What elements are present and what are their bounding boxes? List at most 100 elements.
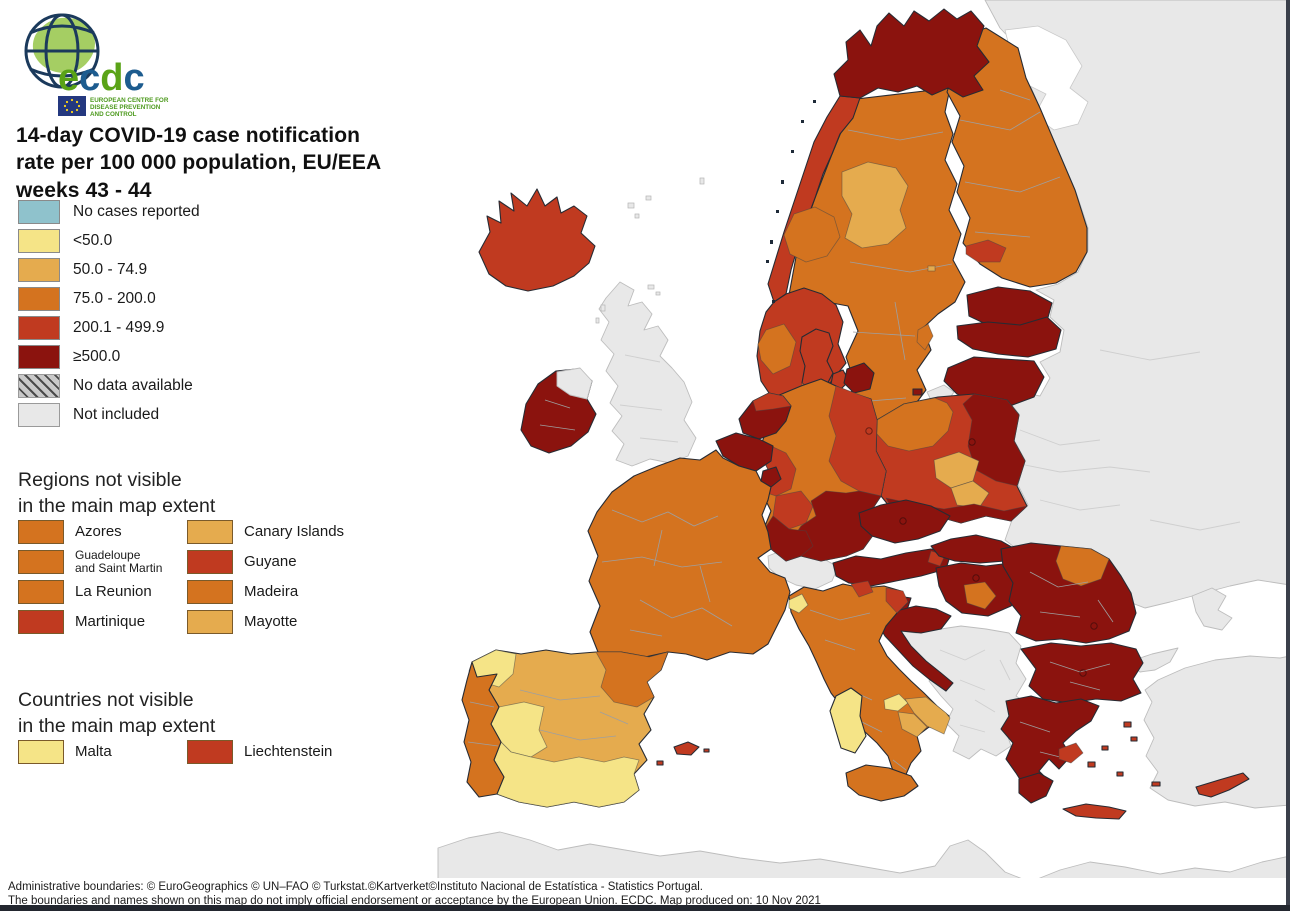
region-swatch: [18, 740, 64, 764]
footer-disclaimer: The boundaries and names shown on this m…: [8, 895, 821, 907]
map-region-aegean-islands: [1087, 721, 1161, 787]
map-region-bulgaria: [1020, 642, 1144, 704]
city-ring-marker: [972, 574, 980, 582]
island-speck: [791, 150, 794, 153]
map-region-uk: [598, 281, 697, 467]
legend-swatch: [18, 287, 60, 311]
map-shape: [1130, 736, 1138, 742]
map-shape: [645, 195, 652, 201]
map-region-france: [587, 449, 791, 661]
title-line3: weeks 43 - 44: [16, 178, 152, 202]
region-swatch: [187, 610, 233, 634]
region-boundary-line: [539, 399, 576, 431]
map-region-sardinia: [829, 687, 867, 754]
legend-item: 50.0 - 74.9: [18, 258, 200, 282]
legend-swatch: [18, 200, 60, 224]
map-region-puglia: [904, 696, 951, 735]
legend-item: <50.0: [18, 229, 200, 253]
map-shape: [1123, 721, 1132, 728]
legend: No cases reported <50.0 50.0 - 74.9 75.0 - …: [18, 200, 200, 432]
map-region-poland-center-b: [950, 480, 990, 509]
region-boundary-line: [1029, 571, 1114, 623]
legend-swatch: [18, 403, 60, 427]
region-swatch-label: Malta: [75, 743, 112, 761]
legend-item: No data available: [18, 374, 200, 398]
map-shape: [600, 304, 606, 312]
map-region-norway-finnmark: [833, 8, 990, 99]
map-region-finland: [946, 27, 1088, 288]
eu-flag-icon: [58, 96, 86, 116]
legend-label: <50.0: [73, 232, 113, 249]
map-shape: [703, 748, 710, 753]
title-line2: rate per 100 000 population, EU/EEA: [16, 151, 382, 175]
legend-item: No cases reported: [18, 200, 200, 224]
region-swatch: [18, 550, 64, 574]
map-shape: [634, 213, 640, 219]
map-region-greece: [1000, 695, 1100, 797]
island-speck: [766, 260, 769, 263]
legend-label: ≥500.0: [73, 348, 121, 365]
region-boundary-line: [959, 89, 1061, 238]
globe-icon: [24, 13, 100, 89]
legend-label: No cases reported: [73, 203, 200, 220]
legend-label: 50.0 - 74.9: [73, 261, 148, 278]
regions-section-heading: Regions not visible in the main map exte…: [18, 469, 216, 517]
island-speck: [776, 210, 779, 213]
map-shape: [1101, 745, 1109, 751]
island-speck: [770, 240, 773, 244]
city-ring-marker: [865, 427, 873, 435]
map-region-cyprus: [1195, 772, 1250, 798]
map-shape: [1151, 781, 1161, 787]
map-region-northern-ireland: [556, 367, 593, 400]
region-swatch-label: Mayotte: [244, 613, 298, 631]
map-region-south-tyrol: [850, 580, 874, 598]
map-region-finland-south: [965, 239, 1007, 263]
footer-band: [0, 878, 1290, 905]
map-region-gotland: [916, 323, 934, 351]
map-region-molise: [883, 693, 909, 712]
map-region-netherlands-north: [752, 392, 792, 412]
legend-swatch: [18, 316, 60, 340]
map-region-poland-northwest: [875, 397, 954, 452]
countries-section-heading: Countries not visible in the main map ex…: [18, 689, 216, 737]
map-region-balearics: [656, 741, 710, 766]
map-shape: [673, 741, 700, 756]
map-region-aland: [927, 265, 936, 272]
region-boundary-line: [1009, 349, 1241, 531]
region-boundary-line: [601, 509, 733, 637]
legend-item: 200.1 - 499.9: [18, 316, 200, 340]
map-shape: [627, 202, 635, 209]
island-speck: [772, 300, 775, 303]
region-swatch-label: Guyane: [244, 553, 297, 571]
city-ring-marker: [1090, 622, 1098, 630]
map-region-peloponnese: [1018, 772, 1054, 804]
region-swatch-label: La Reunion: [75, 583, 152, 601]
region-boundary-line: [1019, 721, 1061, 758]
footer-attribution: Administrative boundaries: © EuroGeograp…: [8, 881, 703, 893]
map-region-turkey: [1143, 655, 1290, 809]
map-region-bornholm: [912, 388, 923, 396]
region-swatch-label: Liechtenstein: [244, 743, 333, 761]
legend-label: 75.0 - 200.0: [73, 290, 156, 307]
region-boundary-line: [519, 689, 629, 778]
region-boundary-line: [847, 129, 953, 445]
region-swatch: [18, 580, 64, 604]
legend-swatch: [18, 229, 60, 253]
region-swatch-label: Madeira: [244, 583, 299, 601]
map-shape: [656, 760, 664, 766]
legend-swatch: [18, 258, 60, 282]
countries-not-visible-list: Malta Liechtenstein: [18, 740, 332, 764]
island-speck: [813, 100, 816, 103]
map-shape: [655, 291, 661, 296]
region-swatch: [18, 520, 64, 544]
map-region-croatia: [872, 605, 954, 692]
region-swatch: [187, 580, 233, 604]
regions-not-visible-list: Azores Canary Islands Guadeloupe and Saint…: [18, 520, 344, 634]
map-shape: [1116, 771, 1124, 777]
map-region-russia: [984, 0, 1290, 609]
legend-label: Not included: [73, 406, 160, 423]
region-swatch-label: Guadeloupe and Saint Martin: [75, 548, 163, 575]
title-line1: 14-day COVID-19 case notification: [16, 124, 361, 147]
